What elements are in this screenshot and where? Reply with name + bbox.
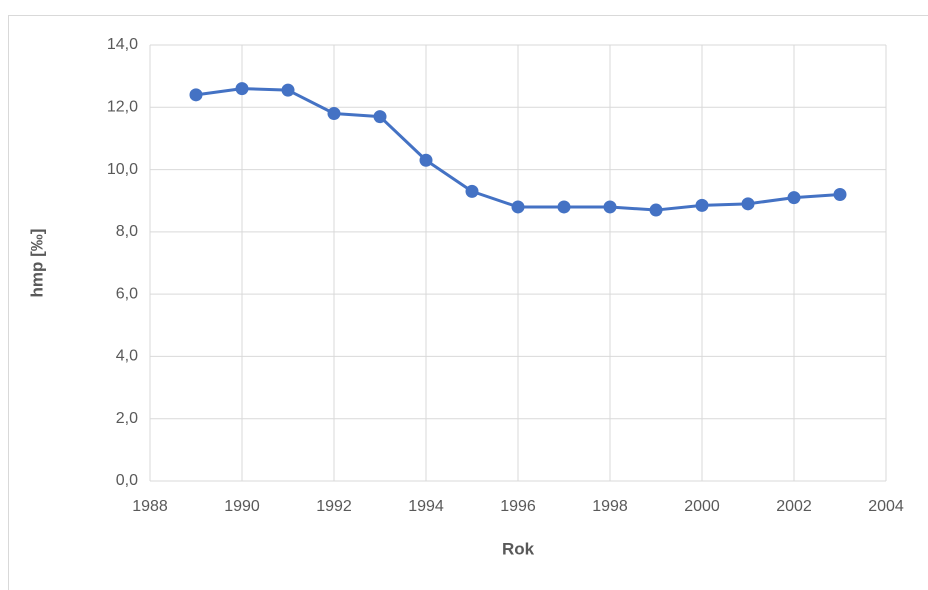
data-point	[649, 203, 663, 217]
y-tick-label: 8,0	[116, 223, 138, 240]
data-point	[465, 184, 479, 198]
y-tick-label: 14,0	[107, 36, 138, 53]
x-tick-label: 1994	[408, 498, 444, 515]
data-point	[557, 200, 571, 214]
y-tick-label: 4,0	[116, 348, 138, 365]
y-tick-label: 10,0	[107, 161, 138, 178]
data-point	[695, 198, 709, 212]
data-point	[189, 88, 203, 102]
data-point	[603, 200, 617, 214]
y-tick-label: 6,0	[116, 285, 138, 302]
x-tick-label: 2002	[776, 498, 812, 515]
x-tick-label: 2004	[868, 498, 904, 515]
data-point	[419, 153, 433, 167]
x-axis-title: Rok	[502, 539, 535, 558]
chart-frame	[8, 15, 928, 590]
x-tick-label: 1988	[132, 498, 168, 515]
y-tick-label: 12,0	[107, 99, 138, 116]
data-point	[373, 110, 387, 124]
x-tick-label: 1990	[224, 498, 260, 515]
data-point	[833, 187, 847, 201]
x-tick-label: 1992	[316, 498, 352, 515]
x-tick-label: 1996	[500, 498, 536, 515]
data-point	[327, 107, 341, 121]
y-tick-label: 0,0	[116, 472, 138, 489]
x-tick-label: 2000	[684, 498, 720, 515]
data-point	[235, 82, 249, 96]
data-point	[741, 197, 755, 211]
x-tick-label: 1998	[592, 498, 628, 515]
data-point	[511, 200, 525, 214]
data-point	[281, 83, 295, 97]
data-point	[787, 191, 801, 205]
y-axis-title: hmp [‰]	[27, 229, 46, 298]
y-tick-label: 2,0	[116, 410, 138, 427]
